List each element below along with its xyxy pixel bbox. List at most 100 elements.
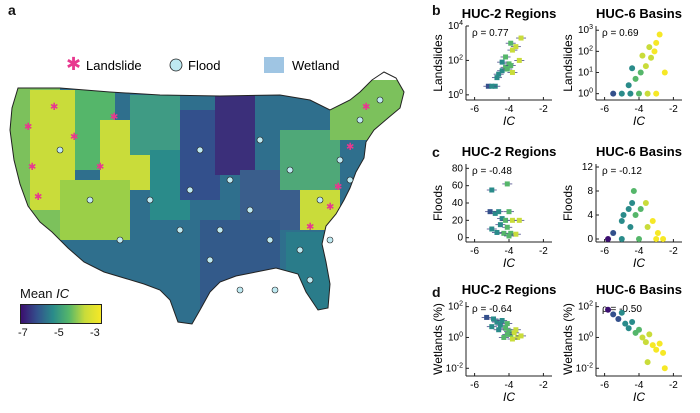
landslide-icon: ✱: [66, 54, 81, 74]
data-point: [501, 334, 507, 340]
data-point: [506, 233, 512, 239]
data-point: [661, 365, 668, 372]
data-point: [503, 325, 509, 331]
tick-label: -2: [539, 380, 548, 391]
data-point: [610, 311, 617, 318]
data-point: [632, 212, 639, 218]
landslide-marker: ✱: [50, 102, 58, 113]
data-point: [509, 336, 515, 342]
x-axis-label: IC: [633, 256, 645, 270]
data-point: [615, 315, 622, 322]
legend-flood-label: Flood: [188, 58, 221, 73]
tick-label: 101: [578, 67, 593, 79]
data-point: [632, 75, 639, 82]
tick-label: 102: [448, 301, 463, 313]
data-point: [499, 216, 505, 222]
data-point: [518, 35, 524, 41]
data-point: [509, 69, 515, 75]
tick-label: 10-2: [576, 362, 593, 374]
scatter-panel-b-0: HUC-2 Regions -6 -4 -2 100 102 104 IC Landslides…: [431, 6, 556, 128]
tick-label: 100: [448, 89, 463, 101]
data-point: [660, 349, 667, 356]
data-point: [656, 340, 663, 347]
tick-label: -6: [470, 380, 479, 391]
rho-annotation: ρ = 0.77: [472, 28, 509, 39]
colorbar-title: Mean IC: [20, 286, 69, 301]
data-point: [504, 331, 510, 337]
data-point: [511, 330, 517, 336]
data-point: [496, 327, 502, 333]
us-map: ✱✱✱✱✱✱✱✱✱✱✱✱: [9, 71, 405, 325]
data-point: [497, 322, 503, 328]
data-point: [509, 47, 515, 53]
y-axis-label: Floods: [431, 185, 445, 221]
colorbar-tick-0: -7: [18, 327, 28, 339]
data-point: [504, 321, 510, 327]
tick-label: 102: [578, 301, 593, 313]
data-point: [494, 75, 500, 81]
flood-marker: [226, 176, 234, 184]
panel-title: HUC-2 Regions: [462, 144, 557, 159]
flood-marker: [346, 176, 354, 184]
data-point: [644, 224, 651, 230]
flood-marker: [236, 286, 244, 294]
tick-label: -2: [539, 104, 548, 115]
data-point: [513, 231, 519, 237]
map-markers: ✱✱✱✱✱✱✱✱✱✱✱✱: [24, 96, 384, 294]
colorbar-tick-1: -5: [54, 327, 64, 339]
scatter-panel-c-2: HUC-2 Regions -6 -4 -2 0 20 40 60 80 IC Floods ρ = …: [431, 144, 556, 270]
data-point: [605, 306, 612, 313]
y-axis-label: Floods: [561, 185, 575, 221]
flood-marker: [146, 196, 154, 204]
landslide-marker: ✱: [34, 192, 42, 203]
y-axis-label: Wetlands (%): [431, 303, 445, 375]
data-point: [487, 209, 493, 215]
flood-marker: [286, 166, 294, 174]
x-axis-label: IC: [633, 390, 645, 404]
panel-title: HUC-6 Basins: [596, 282, 682, 297]
flood-marker: [86, 196, 94, 204]
data-point: [629, 200, 636, 206]
flood-marker: [206, 256, 214, 264]
flood-marker: [186, 186, 194, 194]
data-point: [639, 52, 646, 59]
tick-label: 0: [587, 234, 593, 245]
data-point: [653, 90, 660, 97]
data-point: [648, 54, 655, 61]
scatter-panel-d-5: HUC-6 Basins -6 -4 -2 10-2 100 102 IC Wetlands (…: [561, 282, 682, 404]
y-axis-label: Wetlands (%): [561, 303, 575, 375]
panel-label-b: b: [432, 2, 441, 18]
rho-annotation: ρ = -0.64: [472, 304, 512, 315]
flood-marker: [356, 116, 364, 124]
flood-marker: [296, 246, 304, 254]
legend-wetland-label: Wetland: [292, 58, 339, 73]
flood-marker: [376, 96, 384, 104]
tick-label: 0: [457, 233, 463, 244]
landslide-marker: ✱: [28, 162, 36, 173]
data-point: [627, 224, 634, 230]
data-point: [622, 320, 629, 327]
flood-marker: [316, 196, 324, 204]
data-point: [496, 209, 502, 215]
tick-label: -4: [635, 246, 644, 257]
data-point: [620, 212, 627, 218]
data-point: [489, 187, 495, 193]
data-point: [636, 90, 642, 97]
data-point: [629, 65, 636, 72]
tick-label: 20: [452, 215, 464, 226]
flood-marker: [246, 206, 254, 214]
rho-annotation: ρ = -0.12: [602, 166, 642, 177]
data-point: [484, 314, 490, 320]
data-point: [656, 31, 663, 38]
x-axis-label: IC: [503, 114, 515, 128]
tick-label: 102: [578, 45, 593, 57]
landslide-marker: ✱: [96, 162, 104, 173]
tick-label: 40: [452, 198, 464, 209]
flood-marker: [176, 226, 184, 234]
data-point: [492, 210, 498, 216]
data-point: [618, 236, 625, 242]
data-point: [503, 54, 509, 60]
flood-marker: [271, 286, 279, 294]
scatter-panel-c-3: HUC-6 Basins -6 -4 -2 0 4 8 12 IC Floods ρ = -0.12: [561, 144, 682, 270]
